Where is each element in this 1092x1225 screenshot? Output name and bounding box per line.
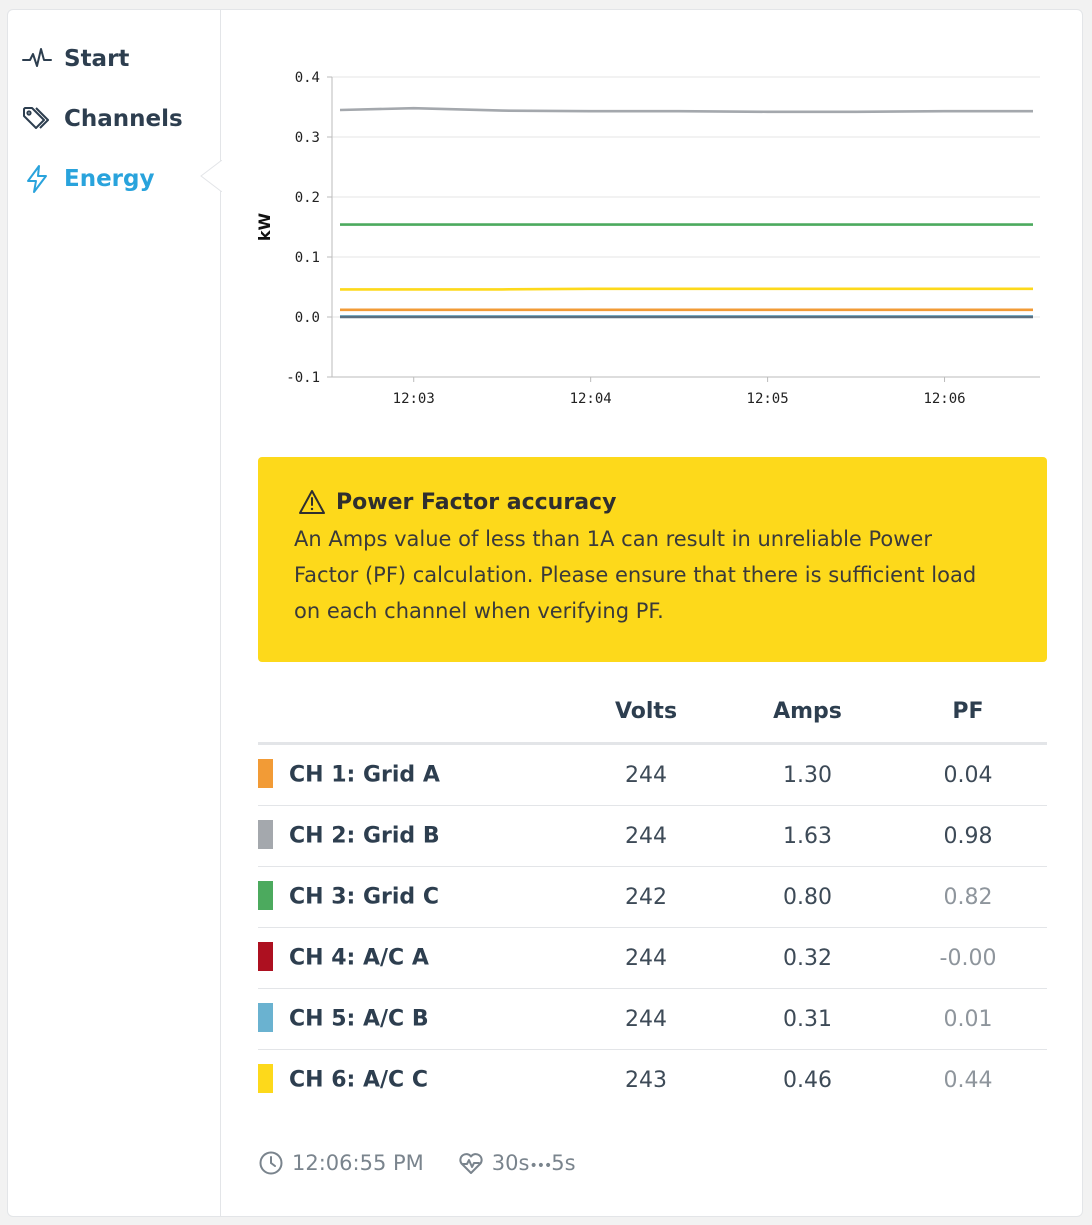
tags-icon [23, 107, 49, 129]
amps-cell: 0.31 [726, 988, 889, 1050]
channel-name: CH 6: A/C C [258, 1050, 566, 1111]
channel-color-swatch [258, 941, 273, 971]
sidebar-item-channels[interactable]: Channels [22, 99, 183, 139]
header-pf: PF [889, 680, 1047, 745]
interval-secondary: 5s [551, 1151, 576, 1175]
y-tick-label: 0.1 [295, 250, 320, 266]
pf-cell: -0.00 [889, 927, 1047, 989]
y-axis-label: kW [255, 213, 274, 242]
amps-cell: 1.30 [726, 743, 889, 806]
channel-label: CH 4: A/C A [289, 945, 429, 970]
y-tick-label: 0.2 [295, 190, 320, 206]
volts-cell: 242 [566, 866, 726, 928]
heartbeat-icon [459, 1153, 483, 1174]
pf-cell: 0.82 [889, 866, 1047, 928]
channel-label: CH 1: Grid A [289, 762, 440, 787]
pf-cell: 0.44 [943, 1067, 993, 1093]
channel-name: CH 1: Grid A [258, 743, 566, 806]
y-tick-label: -0.1 [286, 370, 320, 386]
channel-color-swatch [258, 1002, 273, 1032]
x-tick-label: 12:03 [393, 391, 435, 407]
channel-name: CH 2: Grid B [258, 805, 566, 867]
refresh-interval: 30s•••5s [458, 1150, 576, 1176]
y-tick-label: 0.0 [295, 310, 320, 326]
warning-title: Power Factor accuracy [336, 489, 617, 515]
status-footer: 12:06:55 PM 30s•••5s [258, 1150, 610, 1176]
warning-body: An Amps value of less than 1A can result… [294, 527, 977, 623]
channel-name: CH 3: Grid C [258, 866, 566, 928]
sidebar-item-label: Channels [64, 106, 183, 132]
last-update-time: 12:06:55 PM [292, 1151, 424, 1175]
amps-cell: 1.63 [726, 805, 889, 867]
header-name [258, 680, 566, 745]
pf-cell: 0.01 [889, 988, 1047, 1050]
y-tick-label: 0.4 [295, 70, 320, 86]
table-row: CH 5: A/C B 244 0.31 0.01 [258, 988, 1047, 1050]
clock-icon [259, 1151, 283, 1175]
volts-cell: 244 [566, 805, 726, 867]
interval-separator: ••• [529, 1158, 552, 1174]
channel-color-swatch [258, 758, 273, 788]
channel-color-swatch [258, 1063, 273, 1093]
warning-triangle-icon [299, 490, 325, 514]
channel-label: CH 5: A/C B [289, 1006, 429, 1031]
channel-name: CH 5: A/C B [258, 988, 566, 1050]
x-tick-label: 12:05 [747, 391, 789, 407]
series-line [339, 106, 1033, 114]
sidebar-item-label: Energy [64, 166, 155, 192]
pulse-icon [22, 48, 52, 67]
volts-cell: 244 [566, 927, 726, 989]
header-amps: Amps [726, 680, 889, 745]
pf-cell: 0.98 [889, 805, 1047, 867]
table-row: CH 2: Grid B 244 1.63 0.98 [258, 805, 1047, 867]
table-row: CH 1: Grid A 244 1.30 0.04 [258, 743, 1047, 806]
pf-cell: 0.04 [889, 743, 1047, 806]
power-chart: 0.4 0.3 0.2 0.1 0.0 -0.1 12:03 12:04 12:05 12:06 k… [238, 65, 1058, 435]
series-line [340, 287, 1033, 291]
table-row: CH 4: A/C A 244 0.32 -0.00 [258, 927, 1047, 989]
power-chart-svg: 0.4 0.3 0.2 0.1 0.0 -0.1 12:03 12:04 12:05 12:06 k… [255, 70, 1040, 407]
channel-label: CH 2: Grid B [289, 823, 440, 848]
sidebar-item-energy[interactable]: Energy [22, 159, 154, 199]
amps-cell: 0.80 [726, 866, 889, 928]
interval-primary: 30s [491, 1151, 530, 1175]
power-factor-warning: Power Factor accuracy An Amps value of l… [258, 457, 1047, 662]
active-pointer [200, 160, 222, 192]
warning-title-row: Power Factor accuracy [298, 489, 1011, 515]
channel-label: CH 3: Grid C [289, 884, 439, 909]
table-row: CH 6: A/C C 243 0.46 0.44 [258, 1050, 1047, 1111]
energy-card: Start Channels Energy 0.4 0.3 0.2 0.1 0.0 -0.… [7, 9, 1083, 1217]
channel-name: CH 4: A/C A [258, 927, 566, 989]
sidebar-item-start[interactable]: Start [22, 39, 129, 79]
amps-cell: 0.32 [726, 927, 889, 989]
volts-cell: 244 [566, 988, 726, 1050]
table-header-row: Volts Amps PF [258, 680, 1047, 745]
channel-color-swatch [258, 819, 273, 849]
header-volts: Volts [566, 680, 726, 745]
volts-cell: 243 [625, 1067, 667, 1093]
bolt-icon [27, 165, 47, 193]
last-update: 12:06:55 PM [258, 1150, 424, 1176]
sidebar: Start Channels Energy [8, 10, 221, 1216]
sidebar-item-label: Start [64, 46, 130, 72]
channel-readings-table: Volts Amps PF CH 1: Grid A 244 1.30 0.04 CH … [258, 680, 1047, 1110]
x-tick-label: 12:06 [923, 391, 965, 407]
channel-label: CH 6: A/C C [289, 1067, 428, 1092]
amps-cell: 0.46 [783, 1067, 832, 1093]
channel-color-swatch [258, 880, 273, 910]
x-tick-label: 12:04 [570, 391, 612, 407]
y-tick-label: 0.3 [295, 130, 320, 146]
volts-cell: 244 [566, 743, 726, 806]
table-row: CH 3: Grid C 242 0.80 0.82 [258, 866, 1047, 928]
